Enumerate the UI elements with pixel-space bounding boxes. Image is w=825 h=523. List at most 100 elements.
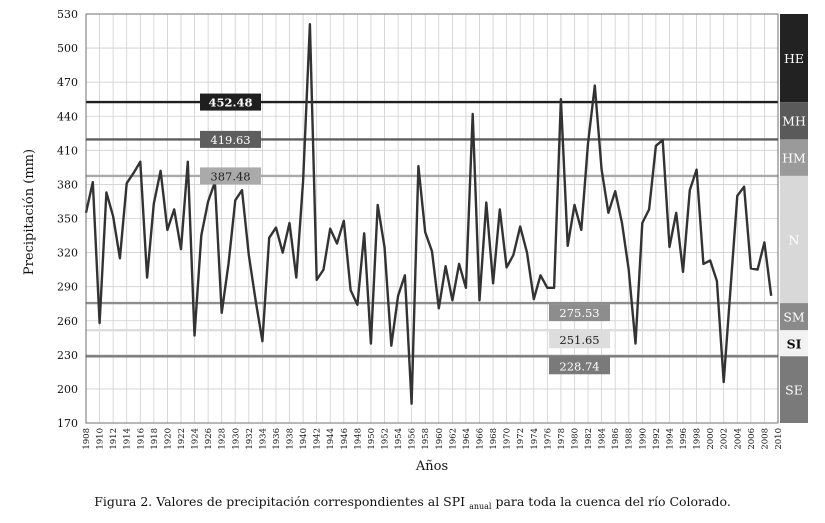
category-band-si bbox=[780, 330, 808, 357]
plot-frame bbox=[85, 13, 779, 424]
x-tick-label: 1986 bbox=[611, 428, 621, 450]
x-tick-label: 1964 bbox=[462, 428, 472, 450]
category-label-he: HE bbox=[784, 51, 804, 66]
threshold-label: 452.48 bbox=[208, 96, 252, 110]
series bbox=[84, 23, 773, 405]
x-tick-label: 1914 bbox=[123, 428, 133, 450]
x-tick-label: 1978 bbox=[557, 428, 567, 450]
category-label-n: N bbox=[789, 233, 800, 248]
x-tick-label: 1930 bbox=[231, 428, 241, 450]
threshold-label-box bbox=[549, 331, 610, 349]
axes: 170 200 230 260 290 320 350 380 410 440 470 500 530 1… bbox=[57, 8, 784, 450]
category-band-he bbox=[780, 14, 808, 103]
threshold-label-box bbox=[549, 304, 610, 322]
x-tick-label: 2000 bbox=[706, 428, 716, 450]
x-tick-label: 1998 bbox=[693, 428, 703, 450]
precipitation-chart: HE MH HM N SM SI SE 452.48 419.63 387.48 275.53 25… bbox=[22, 8, 808, 474]
y-tick-label: 500 bbox=[57, 42, 78, 55]
figure-caption: Figura 2. Valores de precipitación corre… bbox=[0, 494, 825, 511]
x-tick-label: 1916 bbox=[136, 428, 146, 450]
y-tick-label: 440 bbox=[57, 110, 78, 123]
x-tick-label: 1954 bbox=[394, 428, 404, 450]
category-band-sm bbox=[780, 303, 808, 331]
x-tick-label: 1938 bbox=[286, 428, 296, 450]
x-tick-label: 1908 bbox=[82, 428, 92, 450]
threshold-label-box bbox=[549, 357, 610, 375]
x-tick-label: 1910 bbox=[96, 428, 106, 450]
x-tick-label: 1966 bbox=[475, 428, 485, 450]
x-tick-label: 1934 bbox=[258, 428, 268, 450]
x-tick-label: 1944 bbox=[326, 428, 336, 450]
threshold-label: 251.65 bbox=[559, 333, 599, 347]
category-band: HE MH HM N SM SI SE bbox=[780, 14, 808, 423]
y-tick-label: 530 bbox=[57, 8, 78, 21]
x-tick-label: 2008 bbox=[760, 428, 770, 450]
x-tick-label: 1946 bbox=[340, 428, 350, 450]
x-tick-label: 1940 bbox=[299, 428, 309, 450]
category-label-se: SE bbox=[785, 383, 803, 398]
x-tick-label: 1990 bbox=[638, 428, 648, 450]
x-tick-label: 1918 bbox=[150, 428, 160, 450]
category-band-hm bbox=[780, 139, 808, 176]
threshold-label-box bbox=[200, 130, 261, 148]
x-tick-label: 1948 bbox=[353, 428, 363, 450]
y-axis-label: Precipitación (mm) bbox=[22, 149, 37, 275]
x-tick-label: 1962 bbox=[448, 428, 458, 450]
caption-subscript: anual bbox=[469, 502, 492, 511]
x-tick-label: 1928 bbox=[218, 428, 228, 450]
x-tick-label: 1956 bbox=[408, 428, 418, 450]
x-axis-label: Años bbox=[415, 459, 448, 474]
y-tick-label: 290 bbox=[57, 281, 78, 294]
threshold-label: 387.48 bbox=[210, 169, 250, 183]
x-tick-label: 1912 bbox=[109, 428, 119, 450]
threshold-label: 228.74 bbox=[559, 359, 599, 373]
x-tick-label: 1950 bbox=[367, 428, 377, 450]
x-tick-label: 1984 bbox=[598, 428, 608, 450]
y-tick-label: 380 bbox=[57, 178, 78, 191]
x-tick-label: 2002 bbox=[720, 428, 730, 450]
x-tick-label: 1958 bbox=[421, 428, 431, 450]
x-tick-label: 1980 bbox=[570, 428, 580, 450]
x-tick-label: 1996 bbox=[679, 428, 689, 450]
x-tick-label: 1926 bbox=[204, 428, 214, 450]
x-tick-label: 1974 bbox=[530, 428, 540, 450]
grid bbox=[85, 13, 779, 424]
category-band-n bbox=[780, 175, 808, 304]
category-band-se bbox=[780, 356, 808, 423]
threshold-label: 275.53 bbox=[559, 306, 599, 320]
threshold-label: 419.63 bbox=[210, 133, 250, 147]
x-tick-label: 1970 bbox=[503, 428, 513, 450]
y-tick-label: 470 bbox=[57, 76, 78, 89]
threshold-label-box bbox=[200, 93, 261, 111]
y-tick-label: 410 bbox=[57, 144, 78, 157]
y-tick-label: 350 bbox=[57, 213, 78, 226]
precipitation-line bbox=[84, 23, 773, 405]
x-tick-label: 1968 bbox=[489, 428, 499, 450]
x-tick-label: 2006 bbox=[747, 428, 757, 450]
x-tick-label: 1924 bbox=[191, 428, 201, 450]
y-tick-label: 170 bbox=[57, 417, 78, 430]
category-label-mh: MH bbox=[782, 114, 806, 129]
x-tick-label: 1936 bbox=[272, 428, 282, 450]
x-tick-label: 1988 bbox=[625, 428, 635, 450]
x-tick-label: 1922 bbox=[177, 428, 187, 450]
category-label-hm: HM bbox=[782, 151, 806, 166]
x-tick-label: 1952 bbox=[381, 428, 391, 450]
y-tick-label: 230 bbox=[57, 349, 78, 362]
threshold-labels: 452.48 419.63 387.48 275.53 251.65 228.74 bbox=[200, 93, 610, 375]
x-tick-label: 1992 bbox=[652, 428, 662, 450]
x-tick-label: 1972 bbox=[516, 428, 526, 450]
caption-prefix: Figura 2. Valores de precipitación corre… bbox=[94, 494, 466, 509]
category-band-mh bbox=[780, 102, 808, 140]
x-tick-label: 2010 bbox=[774, 428, 784, 450]
y-tick-label: 200 bbox=[57, 383, 78, 396]
x-tick-label: 1960 bbox=[435, 428, 445, 450]
x-tick-label: 2004 bbox=[733, 428, 743, 450]
y-tick-label: 260 bbox=[57, 315, 78, 328]
category-label-sm: SM bbox=[783, 310, 805, 325]
x-tick-label: 1942 bbox=[313, 428, 323, 450]
x-tick-label: 1994 bbox=[665, 428, 675, 450]
threshold-label-box bbox=[200, 167, 261, 185]
x-tick-label: 1920 bbox=[163, 428, 173, 450]
x-tick-label: 1976 bbox=[543, 428, 553, 450]
